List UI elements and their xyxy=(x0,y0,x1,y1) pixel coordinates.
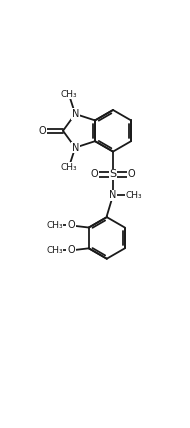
Text: O: O xyxy=(128,169,135,179)
Text: CH₃: CH₃ xyxy=(60,163,77,172)
Text: CH₃: CH₃ xyxy=(46,246,63,255)
Text: CH₃: CH₃ xyxy=(46,221,63,230)
Text: O: O xyxy=(67,220,75,230)
Text: N: N xyxy=(109,190,117,200)
Text: N: N xyxy=(71,143,79,153)
Text: CH₃: CH₃ xyxy=(60,90,77,99)
Text: O: O xyxy=(90,169,98,179)
Text: S: S xyxy=(109,169,117,179)
Text: O: O xyxy=(67,245,75,256)
Text: N: N xyxy=(71,109,79,119)
Text: CH₃: CH₃ xyxy=(126,191,142,200)
Text: O: O xyxy=(38,126,46,136)
